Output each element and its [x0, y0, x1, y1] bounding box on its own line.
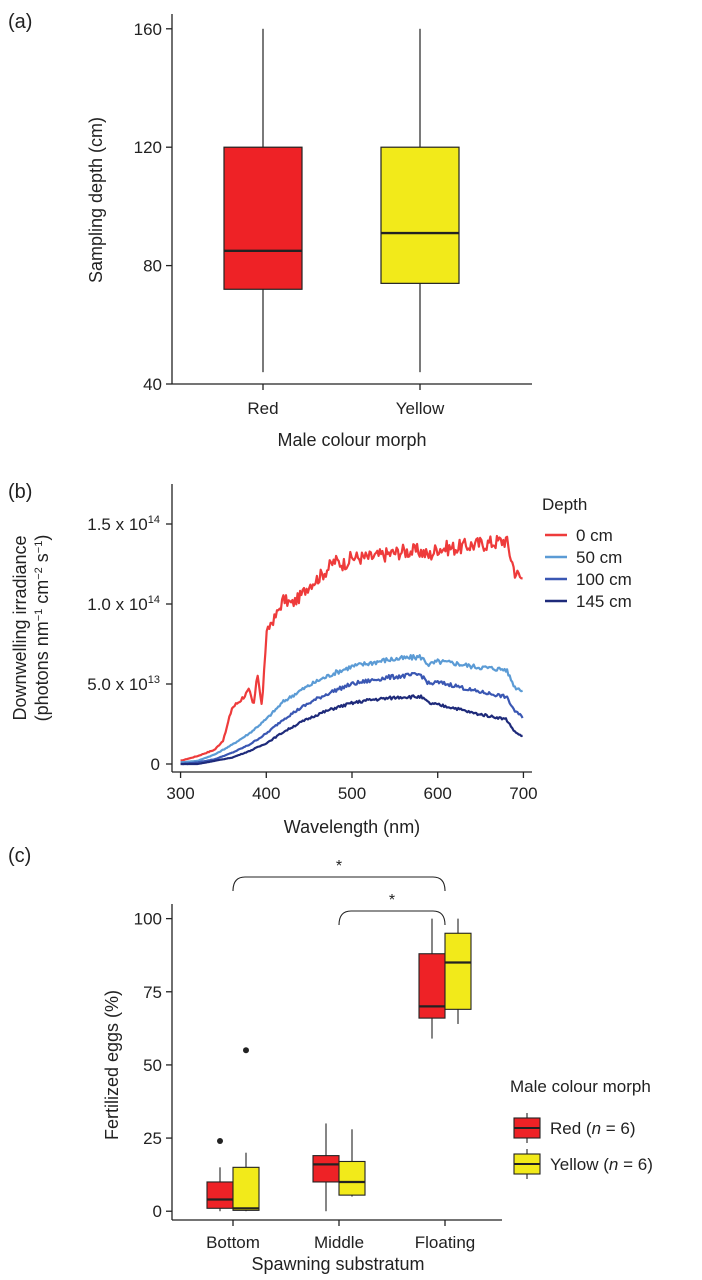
panel-c-y-tick-label: 0 — [153, 1202, 162, 1221]
panel-b-x-tick-label: 600 — [424, 784, 452, 803]
panel-c-sig-star: * — [336, 858, 342, 875]
panel-b-x-tick-label: 500 — [338, 784, 366, 803]
panel-c-x-tick-label: Floating — [415, 1233, 475, 1252]
panel-b-legend-title: Depth — [542, 495, 587, 514]
panel-c-y-tick-label: 25 — [143, 1129, 162, 1148]
panel-b-x-tick-label: 300 — [166, 784, 194, 803]
panel-b-legend-label: 50 cm — [576, 548, 622, 567]
panel-a-y-label: Sampling depth (cm) — [86, 117, 106, 283]
panel-a-y-tick-label: 40 — [143, 375, 162, 394]
panel-b-legend-label: 0 cm — [576, 526, 613, 545]
panel-b-series — [180, 534, 524, 766]
panel-c-sig-star: * — [389, 892, 395, 909]
panel-b-y-tick-label: 1.5 x 1014 — [87, 514, 160, 534]
panel-b-y-label-units: (photons nm−1 cm−2 s−1) — [32, 535, 52, 722]
panel-a-x-tick-label: Yellow — [396, 399, 445, 418]
panel-c-x-ticks: Bottom Middle Floating — [206, 1220, 475, 1252]
panel-c-box — [312, 1155, 340, 1183]
panel-c-y-label: Fertilized eggs (%) — [102, 990, 122, 1140]
panel-c-outlier — [217, 1138, 223, 1144]
panel-c-significance: ** — [232, 858, 446, 926]
panel-b-series-line — [180, 694, 523, 766]
panel-c-y-tick-label: 100 — [134, 910, 162, 929]
panel-a-y-ticks: 40 80 120 160 — [134, 20, 172, 394]
panel-a-box — [380, 146, 460, 284]
panel-a-y-tick-label: 80 — [143, 257, 162, 276]
panel-a-boxes — [223, 28, 460, 373]
panel-b-x-label: Wavelength (nm) — [284, 817, 420, 837]
panel-a-x-label: Male colour morph — [277, 430, 426, 450]
panel-b-y-label: Downwelling irradiance — [10, 535, 30, 720]
panel-c-label: (c) — [8, 845, 31, 867]
panel-c-box — [232, 1166, 260, 1211]
panel-c-y-tick-label: 50 — [143, 1056, 162, 1075]
panel-c-box — [338, 1160, 366, 1196]
panel-c-x-label: Spawning substratum — [251, 1254, 424, 1274]
panel-a-y-tick-label: 120 — [134, 138, 162, 157]
panel-b-x-tick-label: 400 — [252, 784, 280, 803]
panel-a: (a) 40 80 120 160 Red Yellow Male colour mor… — [8, 11, 532, 450]
panel-c-box — [418, 953, 446, 1019]
panel-c-legend-label: Red (n = 6) — [550, 1119, 636, 1138]
panel-b-series-line — [180, 671, 524, 766]
panel-c-x-tick-label: Middle — [314, 1233, 364, 1252]
panel-b-legend-label: 145 cm — [576, 592, 632, 611]
panel-c-y-tick-label: 75 — [143, 983, 162, 1002]
panel-c-legend: Male colour morph Red (n = 6) Yellow (n =… — [510, 1077, 653, 1179]
panel-a-y-tick-label: 160 — [134, 20, 162, 39]
panel-a-label: (a) — [8, 11, 32, 33]
panel-b-x-ticks: 300 400 500 600 700 — [166, 772, 538, 803]
panel-c-sig-bracket — [338, 910, 446, 926]
panel-c-sig-bracket — [232, 876, 446, 892]
panel-b-y-tick-label: 1.0 x 1014 — [87, 594, 160, 614]
panel-a-box — [223, 146, 303, 290]
panel-b-y-ticks: 0 5.0 x 1013 1.0 x 1014 1.5 x 1014 — [87, 514, 172, 774]
panel-a-x-ticks: Red Yellow — [247, 384, 445, 418]
panel-b-x-tick-label: 700 — [509, 784, 537, 803]
panel-b: (b) 0 5.0 x 1013 1.0 x 1014 1.5 x 1014 300 4… — [8, 481, 632, 837]
panel-b-series-line — [180, 653, 523, 764]
panel-b-y-tick-label: 0 — [151, 755, 160, 774]
panel-c-box — [206, 1181, 234, 1209]
panel-b-label: (b) — [8, 481, 32, 503]
panel-c-box — [444, 932, 472, 1010]
panel-c-y-ticks: 0 25 50 75 100 — [134, 910, 172, 1221]
panel-a-x-tick-label: Red — [247, 399, 278, 418]
panel-c-legend-title: Male colour morph — [510, 1077, 651, 1096]
panel-c-outlier — [243, 1047, 249, 1054]
panel-b-series-line — [180, 534, 523, 762]
panel-c-boxes — [206, 918, 472, 1212]
panel-b-legend-label: 100 cm — [576, 570, 632, 589]
panel-b-legend: Depth 0 cm 50 cm 100 cm 145 cm — [542, 495, 632, 611]
panel-c-legend-label: Yellow (n = 6) — [550, 1155, 653, 1174]
panel-b-y-tick-label: 5.0 x 1013 — [87, 674, 160, 694]
panel-c-x-tick-label: Bottom — [206, 1233, 260, 1252]
